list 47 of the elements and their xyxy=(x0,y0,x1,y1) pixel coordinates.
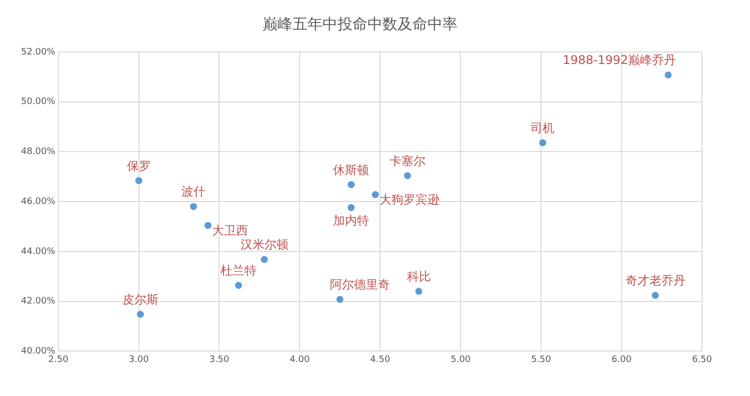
point xyxy=(136,310,144,318)
x-tick-label: 2.50 xyxy=(48,354,69,365)
annotation: 皮尔斯 xyxy=(122,292,158,306)
point xyxy=(539,139,546,146)
annotation: 休斯顿 xyxy=(333,162,370,177)
annotation: 加内特 xyxy=(333,214,370,228)
annotation: 司机 xyxy=(530,120,555,135)
x-tick-label: 6.00 xyxy=(612,354,632,365)
point xyxy=(348,181,355,188)
point xyxy=(204,222,212,230)
y-tick-label: 50.00% xyxy=(20,97,56,108)
point xyxy=(652,292,659,299)
point xyxy=(190,203,197,210)
point xyxy=(135,177,142,184)
annotation: 保罗 xyxy=(126,158,151,173)
annotation: 奇才老乔丹 xyxy=(625,273,686,288)
x-tick-label: 3.50 xyxy=(209,354,230,365)
y-tick-label: 52.00% xyxy=(20,47,56,58)
y-tick-label: 40.00% xyxy=(20,346,56,357)
y-tick-label: 44.00% xyxy=(20,246,56,257)
point xyxy=(235,282,242,289)
annotation: 杜兰特 xyxy=(220,264,257,278)
x-tick-label: 5.50 xyxy=(531,354,552,365)
annotation: 大卫西 xyxy=(212,224,248,238)
y-tick-label: 46.00% xyxy=(20,196,56,207)
x-tick-label: 6.50 xyxy=(692,354,712,365)
chart-title: 巅峰五年中投命中数及命中率 xyxy=(262,14,458,33)
annotation: 阿尔德里奇 xyxy=(330,277,390,292)
point xyxy=(372,191,379,198)
x-tick-label: 4.50 xyxy=(370,354,390,365)
y-tick-label: 42.00% xyxy=(20,296,56,307)
annotation: 大狗罗宾逊 xyxy=(379,192,440,207)
point xyxy=(348,204,355,212)
annotation: 1988-1992巅峰乔丹 xyxy=(562,53,676,68)
annotation: 科比 xyxy=(406,269,431,284)
point xyxy=(336,296,344,303)
annotation: 卡塞尔 xyxy=(390,154,426,168)
point xyxy=(404,172,412,180)
point xyxy=(415,288,422,295)
x-tick-label: 4.00 xyxy=(290,354,310,365)
point xyxy=(260,256,268,263)
point xyxy=(664,71,672,78)
y-tick-label: 48.00% xyxy=(20,147,56,158)
x-tick-label: 5.00 xyxy=(450,354,471,365)
annotation: 波什 xyxy=(181,184,206,199)
annotation: 汉米尔顿 xyxy=(240,238,288,252)
x-tick-label: 3.00 xyxy=(128,354,150,365)
